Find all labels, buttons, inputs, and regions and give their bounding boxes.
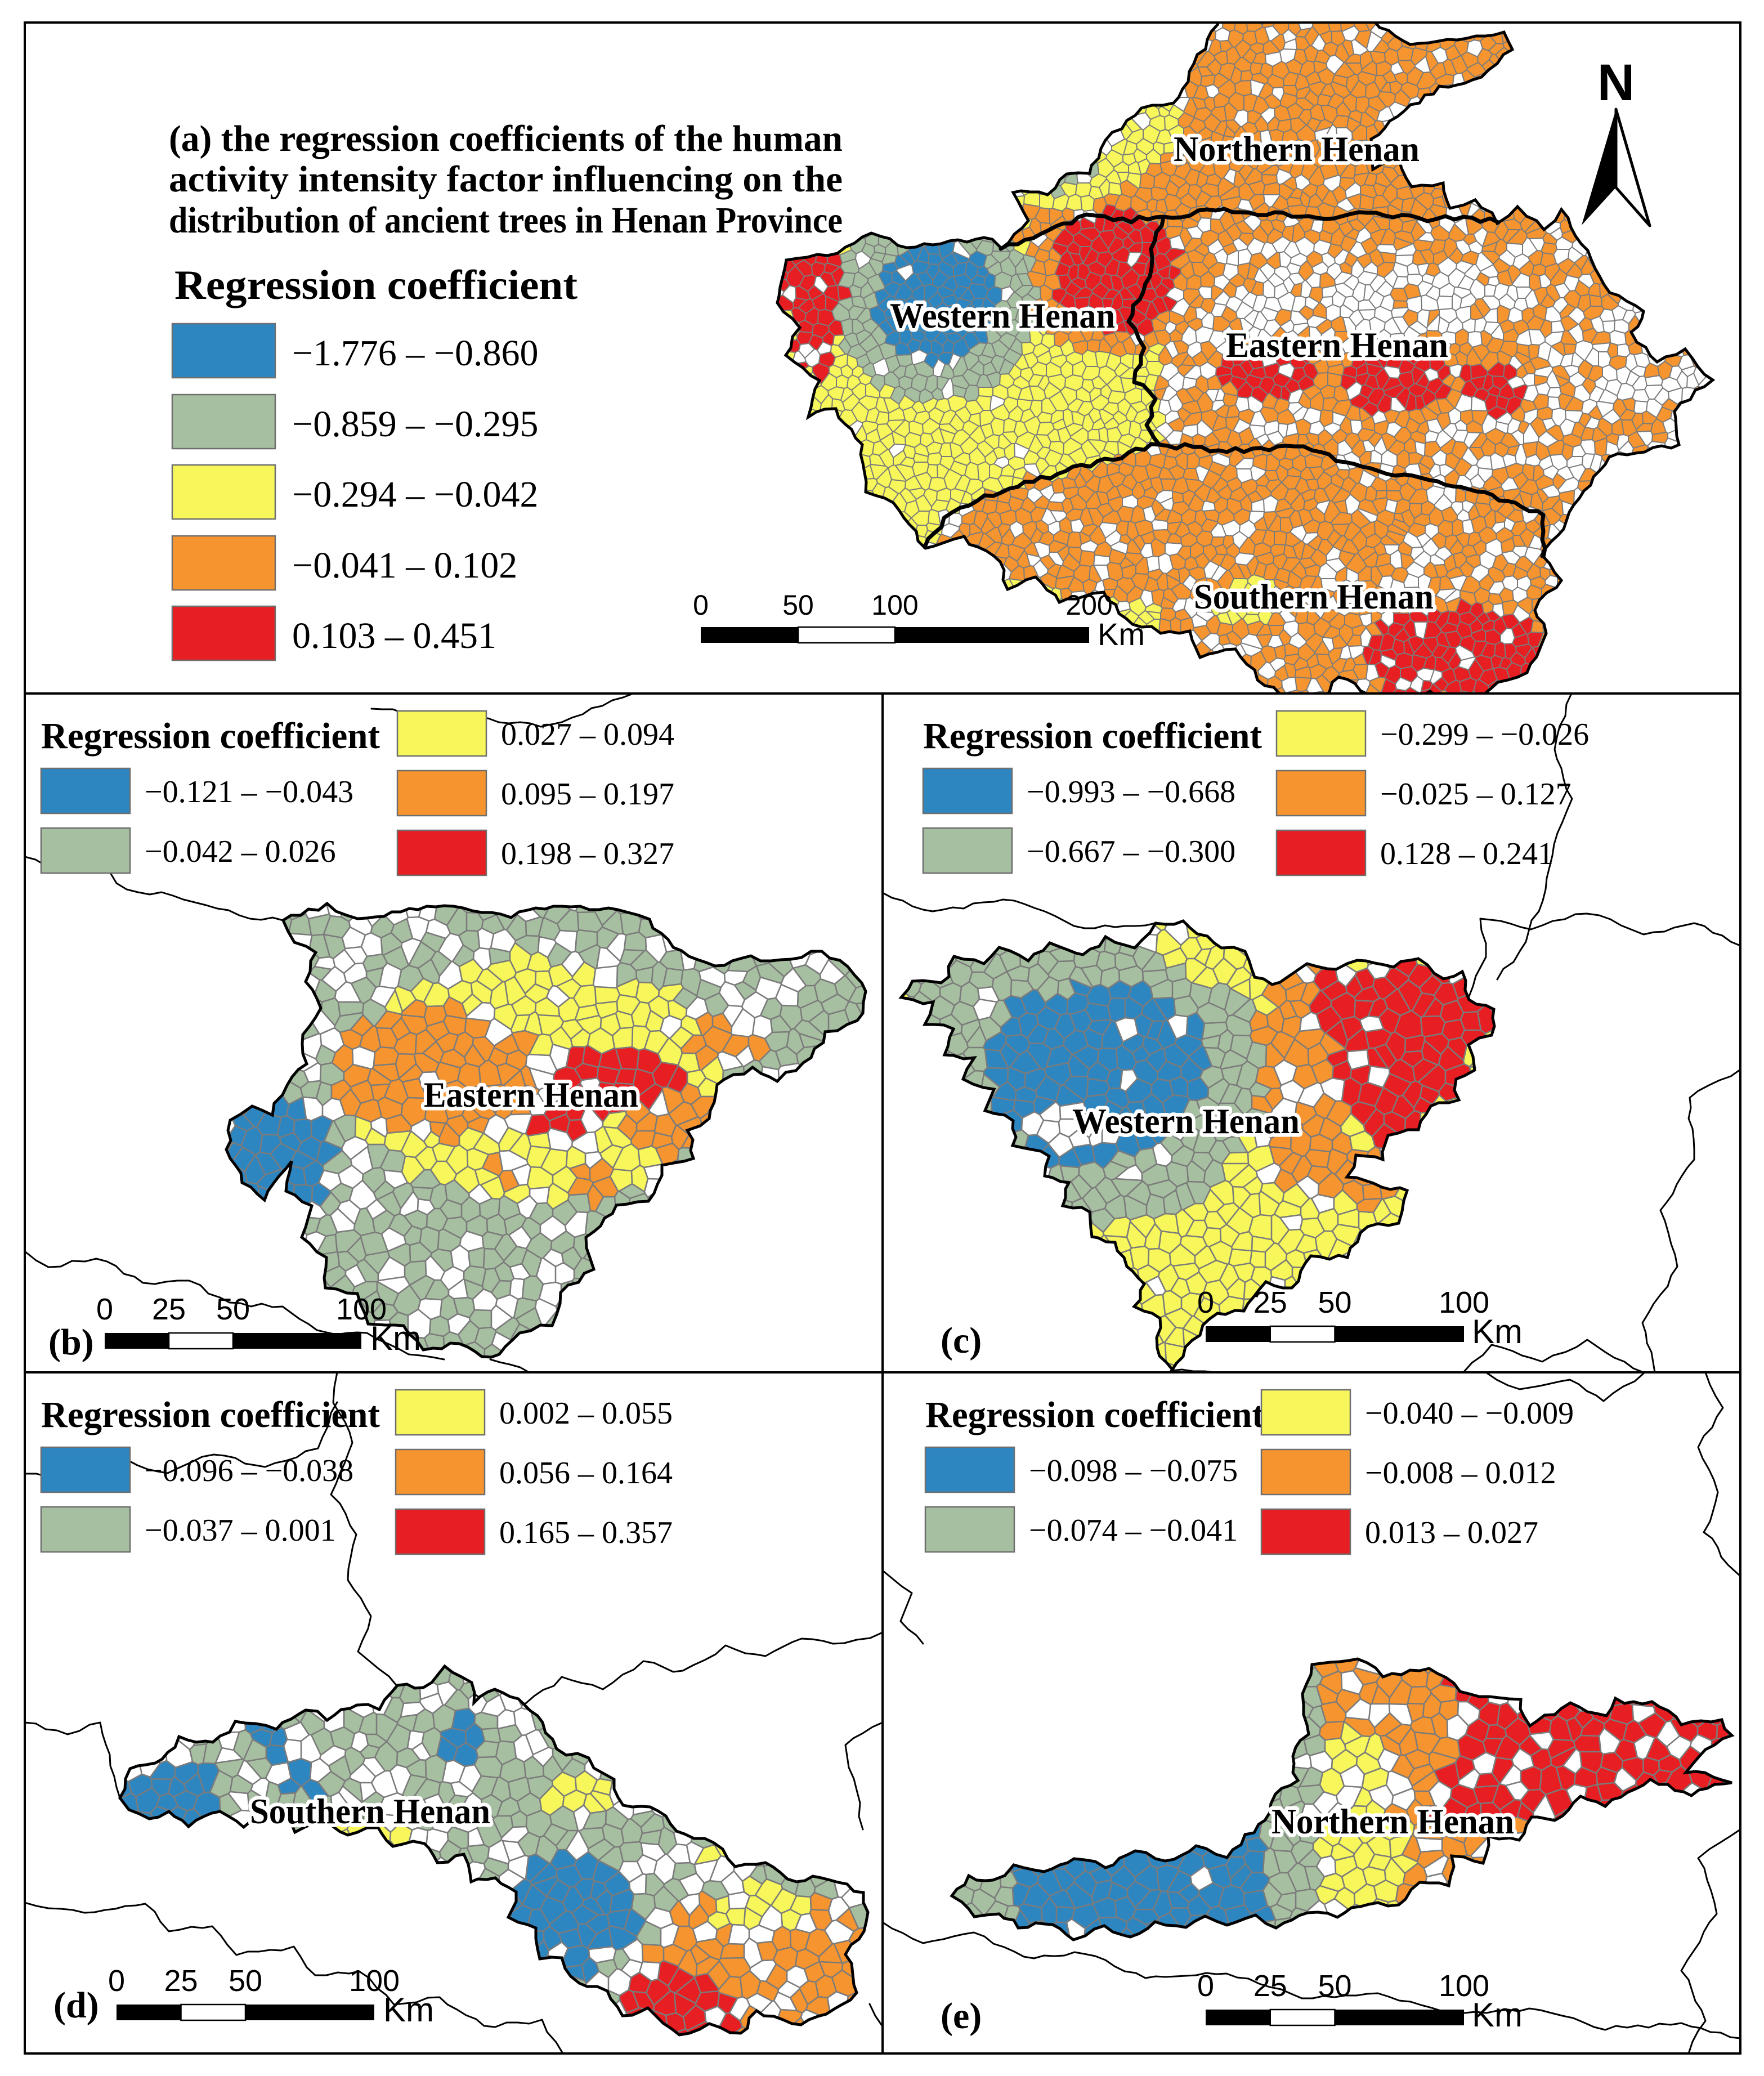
svg-text:(a) the regression coefficient: (a) the regression coefficients of the h…: [169, 118, 843, 159]
svg-text:25: 25: [1253, 1286, 1287, 1319]
svg-text:−0.042 – 0.026: −0.042 – 0.026: [145, 834, 336, 869]
svg-text:Km: Km: [383, 1991, 434, 2029]
svg-text:0: 0: [693, 589, 709, 621]
svg-text:(e): (e): [941, 1996, 982, 2037]
svg-text:Northern Henan: Northern Henan: [1174, 129, 1420, 169]
svg-text:50: 50: [229, 1964, 262, 1998]
svg-text:25: 25: [1253, 1969, 1287, 2003]
svg-text:−0.667 – −0.300: −0.667 – −0.300: [1027, 834, 1235, 869]
svg-text:−0.041 – 0.102: −0.041 – 0.102: [292, 545, 517, 586]
svg-text:25: 25: [164, 1964, 198, 1998]
svg-text:50: 50: [1318, 1969, 1351, 2003]
svg-text:50: 50: [1318, 1286, 1351, 1319]
svg-text:Eastern Henan: Eastern Henan: [1226, 325, 1448, 365]
svg-text:0: 0: [96, 1292, 113, 1326]
svg-text:Northern Henan: Northern Henan: [1271, 1801, 1514, 1841]
svg-text:−0.098 – −0.075: −0.098 – −0.075: [1029, 1453, 1238, 1488]
svg-text:0.095 – 0.197: 0.095 – 0.197: [501, 777, 674, 812]
svg-text:Km: Km: [370, 1319, 421, 1357]
svg-text:activity intensity factor infl: activity intensity factor influencing on…: [169, 159, 843, 200]
svg-text:0.013 – 0.027: 0.013 – 0.027: [1365, 1515, 1538, 1550]
svg-text:0.056 – 0.164: 0.056 – 0.164: [499, 1456, 673, 1491]
svg-text:N: N: [1597, 54, 1635, 111]
svg-text:25: 25: [152, 1292, 186, 1326]
svg-text:100: 100: [1439, 1969, 1489, 2003]
svg-text:100: 100: [349, 1964, 400, 1998]
svg-text:−0.993 – −0.668: −0.993 – −0.668: [1027, 775, 1235, 809]
svg-text:−0.008 – 0.012: −0.008 – 0.012: [1365, 1456, 1556, 1491]
svg-text:100: 100: [1439, 1286, 1489, 1319]
svg-text:−0.121 – −0.043: −0.121 – −0.043: [145, 775, 353, 809]
svg-text:−0.037 – 0.001: −0.037 – 0.001: [145, 1513, 336, 1548]
svg-text:−0.040 – −0.009: −0.040 – −0.009: [1365, 1396, 1574, 1431]
svg-text:0: 0: [1197, 1286, 1214, 1319]
svg-text:Km: Km: [1098, 616, 1145, 652]
svg-text:0.103 – 0.451: 0.103 – 0.451: [292, 615, 496, 656]
svg-text:−0.859 – −0.295: −0.859 – −0.295: [292, 404, 538, 445]
svg-text:Km: Km: [1472, 1313, 1523, 1350]
svg-text:100: 100: [336, 1292, 387, 1326]
svg-text:50: 50: [216, 1292, 250, 1326]
svg-text:0.027 – 0.094: 0.027 – 0.094: [501, 717, 674, 752]
svg-text:(b): (b): [48, 1322, 94, 1363]
svg-text:Southern Henan: Southern Henan: [250, 1791, 490, 1831]
svg-text:Southern Henan: Southern Henan: [1194, 576, 1434, 616]
svg-text:−0.096 – −0.038: −0.096 – −0.038: [145, 1453, 353, 1488]
svg-text:Regression coefficient: Regression coefficient: [925, 1394, 1264, 1435]
svg-text:−0.074 – −0.041: −0.074 – −0.041: [1029, 1513, 1238, 1548]
svg-text:50: 50: [782, 589, 814, 621]
svg-text:Regression coefficient: Regression coefficient: [41, 715, 380, 757]
svg-text:100: 100: [871, 589, 918, 621]
svg-text:Regression coefficient: Regression coefficient: [174, 262, 577, 308]
svg-text:(d): (d): [53, 1985, 99, 2026]
svg-text:Western Henan: Western Henan: [1072, 1101, 1300, 1141]
svg-text:0.128 – 0.241: 0.128 – 0.241: [1380, 836, 1553, 871]
svg-text:−0.299 – −0.026: −0.299 – −0.026: [1380, 717, 1589, 752]
svg-text:Western Henan: Western Henan: [890, 296, 1115, 335]
svg-text:200: 200: [1065, 589, 1112, 621]
svg-text:Regression coefficient: Regression coefficient: [41, 1394, 380, 1435]
svg-text:Km: Km: [1472, 1996, 1523, 2034]
svg-text:0: 0: [1197, 1969, 1214, 2003]
svg-text:Regression coefficient: Regression coefficient: [923, 715, 1262, 757]
svg-text:−0.294 – −0.042: −0.294 – −0.042: [292, 474, 538, 515]
svg-text:Eastern Henan: Eastern Henan: [424, 1075, 638, 1115]
svg-text:−1.776 – −0.860: −1.776 – −0.860: [292, 333, 538, 374]
svg-text:(c): (c): [941, 1320, 982, 1361]
svg-text:distribution of ancient trees: distribution of ancient trees in Henan P…: [169, 200, 843, 241]
svg-text:0: 0: [108, 1964, 125, 1998]
svg-text:0.165 – 0.357: 0.165 – 0.357: [499, 1515, 673, 1550]
svg-text:0.002 – 0.055: 0.002 – 0.055: [499, 1396, 673, 1431]
svg-text:−0.025 – 0.127: −0.025 – 0.127: [1380, 777, 1572, 812]
svg-text:0.198 – 0.327: 0.198 – 0.327: [501, 836, 674, 871]
